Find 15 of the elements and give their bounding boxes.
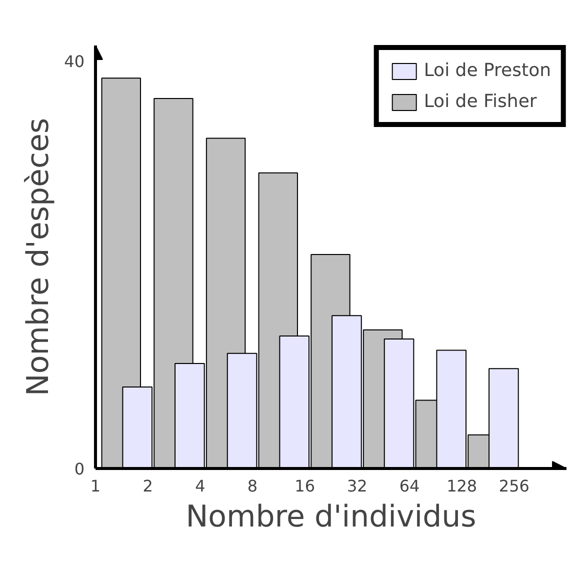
x-tick-label: 1 — [90, 476, 101, 496]
x-tick-label: 16 — [294, 476, 316, 496]
y-axis-title: Nombre d'espèces — [21, 118, 56, 396]
x-tick-label: 256 — [498, 476, 530, 496]
x-axis-title: Nombre d'individus — [186, 500, 476, 534]
legend-label: Loi de Preston — [424, 60, 551, 81]
x-tick-label: 2 — [142, 476, 153, 496]
x-tick-label: 32 — [346, 476, 368, 496]
x-tick-label: 64 — [399, 476, 420, 496]
x-tick-label: 128 — [446, 476, 478, 496]
y-tick-label: 40 — [64, 52, 84, 71]
y-tick-label: 0 — [74, 460, 85, 478]
x-tick-label: 4 — [195, 476, 206, 496]
legend-label: Loi de Fisher — [424, 91, 537, 112]
x-tick-label: 8 — [247, 476, 258, 496]
